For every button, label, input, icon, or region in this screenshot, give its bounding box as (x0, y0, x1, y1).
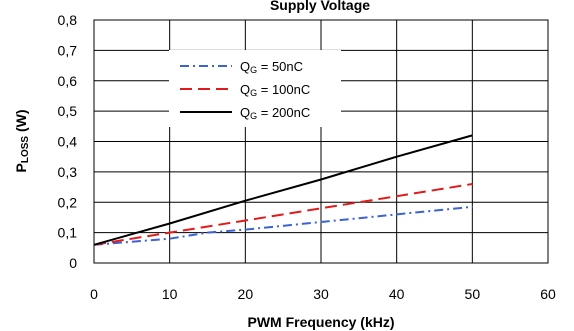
x-tick-labels: 0 10 20 30 40 50 60 (90, 286, 556, 302)
y-tick-label: 0,8 (58, 12, 78, 28)
x-tick-label: 60 (540, 286, 556, 302)
legend-label-2: QG = 100nC (240, 82, 310, 98)
legend-label-3: QG = 200nC (240, 105, 310, 121)
chart-title: Supply Voltage (270, 0, 370, 13)
x-tick-label: 50 (465, 286, 481, 302)
y-axis-title-sub: LOSS (20, 136, 31, 164)
series-layer (93, 134, 473, 246)
x-tick-label: 30 (313, 286, 329, 302)
y-tick-label: 0,7 (58, 42, 78, 58)
legend-box (169, 50, 341, 127)
y-tick-label: 0,5 (58, 103, 78, 119)
y-axis-title-main: P (13, 163, 29, 172)
series-line-3 (93, 134, 473, 246)
plot-border (93, 19, 549, 264)
x-tick-label: 20 (238, 286, 254, 302)
series-line-1 (93, 205, 473, 246)
y-tick-label: 0,3 (58, 164, 78, 180)
y-tick-label: 0 (69, 255, 77, 271)
series-line-2 (93, 183, 473, 246)
x-axis-title: PWM Frequency (kHz) (247, 314, 394, 330)
y-tick-label: 0,2 (58, 194, 78, 210)
y-axis-title-unit: (W) (13, 109, 29, 135)
y-tick-label: 0,1 (58, 225, 78, 241)
legend: QG = 50nC QG = 100nC QG = 200nC (169, 50, 341, 127)
x-tick-label: 10 (162, 286, 178, 302)
legend-label-1: QG = 50nC (240, 59, 303, 75)
y-tick-label: 0,4 (58, 134, 78, 150)
y-tick-label: 0,6 (58, 73, 78, 89)
x-tick-label: 0 (90, 286, 98, 302)
x-tick-label: 40 (389, 286, 405, 302)
y-tick-labels: 0 0,1 0,2 0,3 0,4 0,5 0,6 0,7 0,8 (58, 12, 78, 271)
y-axis-title: PLOSS (W) (13, 109, 31, 172)
